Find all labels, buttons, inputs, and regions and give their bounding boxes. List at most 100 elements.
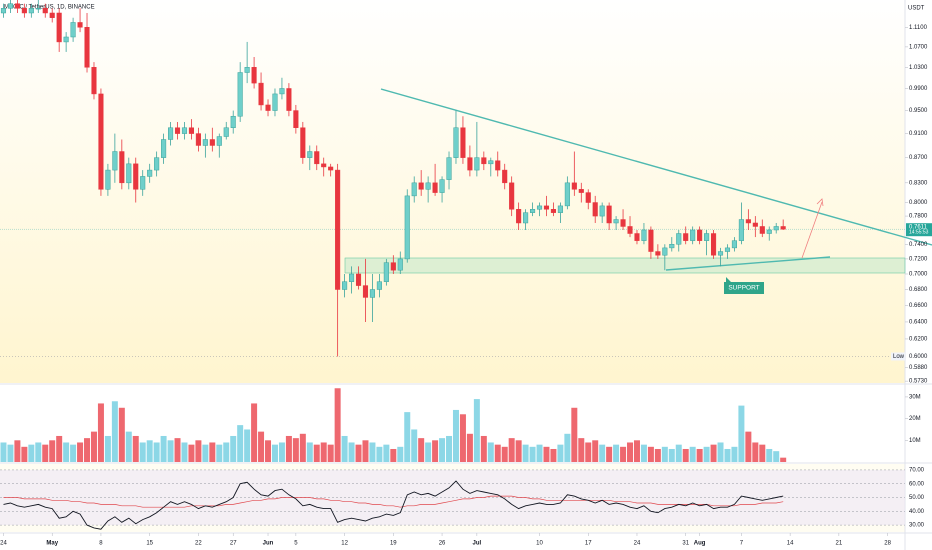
candle-body — [265, 104, 271, 111]
volume-bar — [21, 446, 28, 462]
volume-bar — [258, 431, 265, 462]
y-tick-label: 0.8000 — [909, 200, 928, 206]
volume-bar — [111, 401, 118, 462]
volume-bar — [606, 446, 613, 462]
volume-bar — [404, 412, 411, 462]
volume-bar — [661, 446, 668, 462]
candle-body — [355, 273, 362, 286]
low-value: 0.6000 — [909, 354, 928, 360]
candle-body — [328, 166, 334, 171]
volume-bar — [780, 457, 787, 462]
candle-body — [91, 67, 97, 95]
candle-body — [209, 139, 215, 146]
volume-bar — [571, 407, 578, 462]
candle-body — [300, 127, 306, 158]
volume-bar — [362, 440, 369, 462]
volume-bar — [501, 446, 508, 462]
candle-body — [634, 233, 640, 241]
candle-body — [592, 202, 598, 217]
candle-body — [543, 205, 550, 210]
volume-bar — [529, 446, 536, 462]
volume-bar — [77, 442, 84, 462]
candle-body — [578, 189, 584, 193]
candle-body — [724, 247, 731, 252]
volume-bar — [244, 429, 251, 462]
x-tick-label: 10 — [536, 541, 543, 547]
volume-bar — [647, 446, 654, 462]
volume-bar — [153, 442, 160, 462]
x-tick-label: May — [46, 541, 58, 547]
volume-bar — [265, 440, 272, 462]
candle-body — [42, 8, 48, 14]
volume-bar — [640, 444, 647, 462]
candle-body — [21, 8, 27, 14]
candle-body — [425, 182, 431, 190]
candle-body — [202, 139, 208, 146]
volume-bar — [209, 442, 216, 462]
volume-bar — [731, 446, 738, 462]
annotation-box — [724, 277, 764, 294]
candle-body — [676, 233, 682, 245]
volume-bar — [668, 448, 675, 462]
volume-bar — [35, 442, 42, 462]
candle-body — [161, 139, 167, 158]
volume-bar — [592, 440, 599, 462]
candle-body — [780, 226, 786, 230]
last-price-label: 0.7611 — [909, 224, 928, 230]
volume-bar — [397, 446, 404, 462]
volume-bar — [536, 444, 543, 462]
x-tick-label: 26 — [439, 541, 446, 547]
x-tick-label: 24 — [0, 541, 7, 547]
candle-body — [335, 169, 341, 290]
candle-body — [98, 93, 104, 190]
x-tick-label: 7 — [740, 541, 744, 547]
candle-body — [564, 182, 570, 207]
candle-body — [314, 151, 320, 165]
candle-body — [133, 163, 139, 190]
y-tick-label: 0.9900 — [909, 86, 928, 92]
candle-body — [369, 289, 375, 298]
support-line — [665, 256, 831, 271]
candle-body — [174, 127, 181, 134]
candle-body — [244, 67, 250, 73]
volume-bar — [564, 433, 571, 462]
volume-bar — [139, 442, 146, 462]
volume-bar — [251, 403, 258, 462]
x-tick-label: 12 — [341, 541, 348, 547]
candle-body — [502, 169, 508, 184]
x-tick-label: 27 — [230, 541, 237, 547]
candle-body — [641, 229, 647, 241]
volume-bar — [313, 444, 320, 462]
volume-bar — [160, 435, 167, 462]
y-tick-label: 0.6200 — [909, 337, 928, 343]
volume-bar — [752, 442, 759, 462]
volume-bar — [599, 444, 606, 462]
volume-bar — [97, 403, 104, 462]
volume-bar — [745, 431, 752, 462]
volume-bar — [480, 435, 487, 462]
candle-body — [606, 205, 612, 224]
volume-bar — [188, 444, 195, 462]
volume-bar — [522, 444, 529, 462]
volume-bar — [278, 442, 285, 462]
candle-body — [126, 163, 132, 184]
low-tag — [891, 352, 905, 361]
volume-bar — [348, 442, 355, 462]
y-tick-label: 0.9500 — [909, 108, 928, 114]
candle-body — [418, 182, 424, 190]
volume-bar — [446, 435, 453, 462]
chart-title: MAGIC / TetherUS, 1D, BINANCE — [4, 5, 95, 11]
volume-bar — [452, 409, 459, 462]
arrow-head — [816, 198, 824, 207]
volume-bar — [202, 444, 209, 462]
candle-body — [230, 115, 236, 128]
candle-body — [550, 209, 556, 213]
candle-body — [390, 262, 396, 271]
candle-body — [7, 3, 13, 9]
volume-bar — [487, 442, 494, 462]
volume-bar — [390, 448, 397, 462]
candle-body — [536, 205, 543, 210]
volume-tick-label: 20M — [909, 416, 921, 422]
volume-bar — [508, 438, 515, 462]
candle-body — [738, 219, 744, 241]
